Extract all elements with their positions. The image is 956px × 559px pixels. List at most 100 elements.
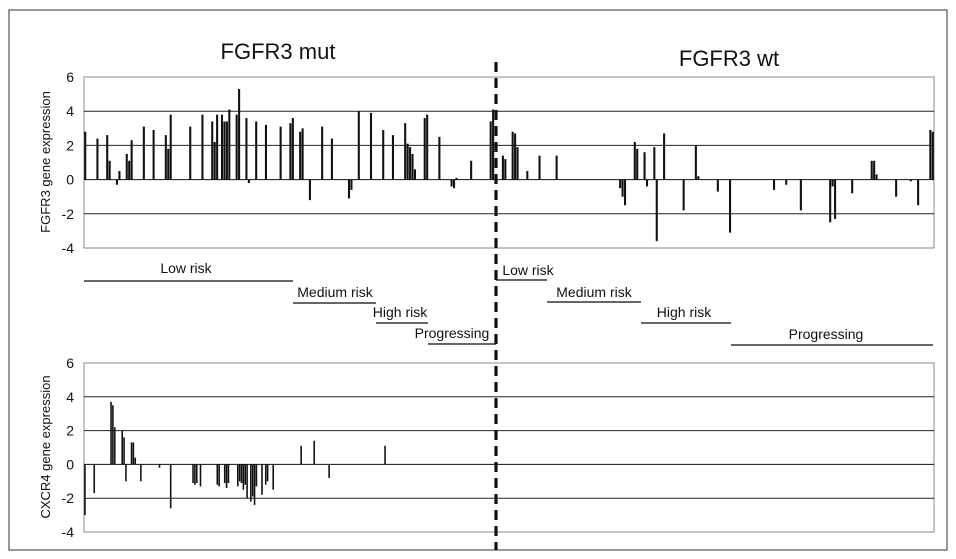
- title-fgfr3-wt: FGFR3 wt: [679, 46, 779, 71]
- wt-medium-risk-label: Medium risk: [556, 284, 632, 300]
- wt-low-risk-label: Low risk: [502, 262, 554, 278]
- bar: [255, 464, 258, 487]
- bar: [125, 464, 127, 482]
- wt-high-risk-label: High risk: [657, 304, 712, 320]
- bar: [501, 155, 504, 180]
- mut-high-risk-label: High risk: [373, 304, 428, 320]
- bar: [250, 464, 252, 502]
- bar: [152, 130, 155, 180]
- y-tick-label: 4: [66, 389, 74, 405]
- bar: [289, 123, 292, 180]
- bar: [413, 169, 416, 180]
- bar: [266, 464, 269, 482]
- bar: [236, 464, 239, 487]
- bar: [121, 430, 123, 465]
- bar: [875, 174, 878, 180]
- y-tick-label: 2: [66, 423, 74, 439]
- bar: [189, 126, 192, 180]
- bar: [526, 171, 529, 180]
- bar: [785, 179, 788, 185]
- y-tick-label: -4: [62, 240, 75, 256]
- bar: [134, 457, 137, 465]
- bar: [895, 179, 898, 197]
- bar: [220, 114, 224, 180]
- bar: [931, 131, 934, 180]
- bar: [308, 179, 311, 201]
- bar: [514, 133, 517, 180]
- bar: [253, 464, 256, 505]
- bar: [538, 155, 541, 180]
- bar: [831, 179, 834, 187]
- bar: [663, 133, 666, 180]
- bar: [643, 152, 646, 180]
- bar: [264, 464, 267, 485]
- bar: [169, 464, 172, 509]
- bar: [301, 128, 304, 180]
- bar: [167, 148, 170, 180]
- bar: [299, 131, 302, 180]
- bar: [917, 179, 920, 206]
- bar: [873, 160, 876, 180]
- bar: [227, 464, 230, 483]
- bar: [834, 179, 837, 219]
- bar: [225, 464, 228, 489]
- bar: [655, 179, 658, 242]
- bar: [192, 464, 194, 483]
- bar: [245, 118, 248, 180]
- bar: [404, 123, 407, 180]
- bar: [455, 177, 458, 180]
- bar: [357, 111, 360, 180]
- y-tick-label: 6: [66, 355, 74, 371]
- bar: [247, 179, 250, 184]
- bar: [238, 464, 241, 482]
- bar: [929, 130, 932, 180]
- cxcr4-y-axis-label: CXCR4 gene expression: [38, 375, 53, 518]
- bar: [244, 464, 247, 485]
- bar: [645, 179, 649, 187]
- bar: [799, 179, 802, 211]
- bar: [108, 160, 111, 180]
- mut-risk-groups: Low risk Medium risk High risk Progressi…: [84, 260, 496, 345]
- bar: [240, 464, 243, 483]
- bar: [216, 464, 219, 485]
- bar: [93, 464, 96, 494]
- bar: [829, 179, 832, 223]
- bar: [213, 141, 216, 180]
- bar: [406, 143, 409, 180]
- bar: [194, 464, 196, 485]
- bar: [291, 118, 294, 180]
- bar: [261, 464, 263, 495]
- bar: [438, 136, 441, 180]
- y-tick-label: 0: [66, 172, 74, 188]
- bar: [623, 179, 627, 206]
- bar: [411, 153, 414, 180]
- bar: [142, 126, 145, 180]
- bar: [128, 160, 131, 180]
- bar: [255, 121, 258, 180]
- bar: [201, 114, 204, 180]
- bar: [300, 445, 302, 465]
- bar: [195, 464, 198, 483]
- bar: [851, 179, 854, 194]
- bar: [279, 126, 282, 180]
- bar: [223, 464, 226, 483]
- bar: [909, 179, 912, 182]
- fgfr3-gridlines: [84, 110, 934, 215]
- bar: [112, 405, 114, 465]
- mut-progressing-label: Progressing: [415, 325, 490, 341]
- bar: [516, 147, 519, 180]
- y-tick-label: -4: [62, 524, 75, 540]
- bar: [555, 155, 558, 180]
- bar: [633, 141, 636, 180]
- bar: [228, 109, 231, 180]
- bar: [682, 179, 685, 211]
- bar: [84, 131, 87, 180]
- bar: [216, 114, 219, 180]
- y-tick-label: 0: [66, 456, 74, 472]
- bar: [113, 427, 116, 465]
- y-tick-label: 4: [66, 103, 74, 119]
- bar: [158, 464, 161, 468]
- bar: [619, 179, 622, 189]
- cxcr4-plot-area: [83, 362, 935, 533]
